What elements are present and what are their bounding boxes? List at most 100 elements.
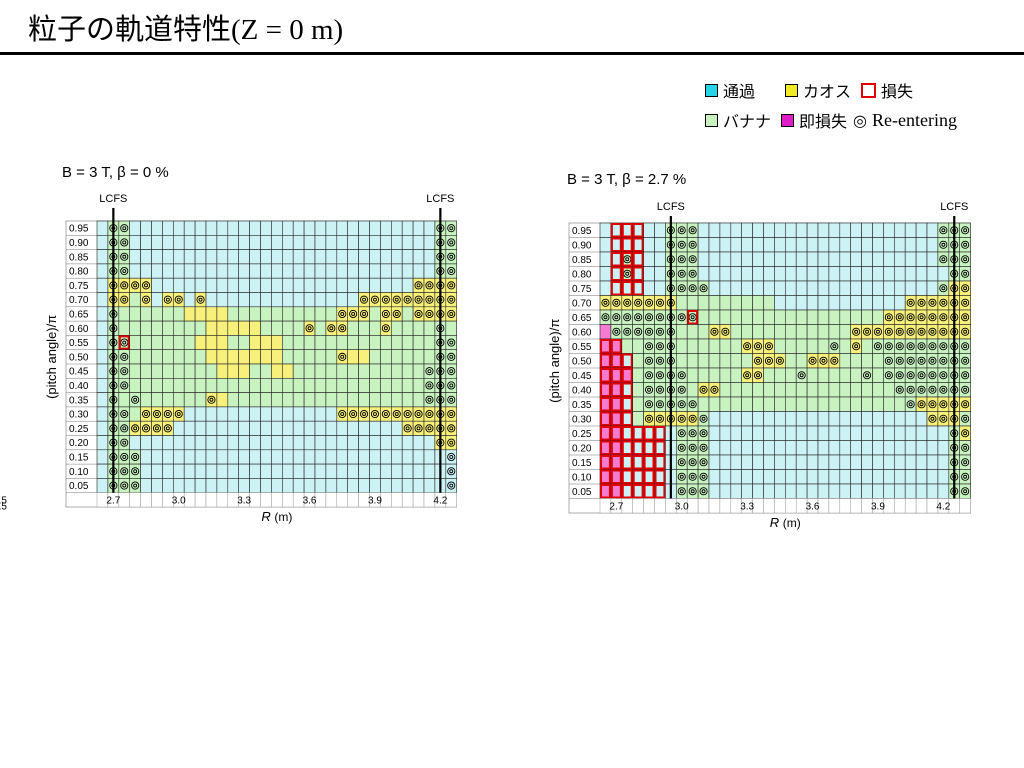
- orbit-cell: [654, 222, 666, 238]
- orbit-cell: [861, 309, 873, 325]
- reentering-marker-inner: [133, 426, 138, 431]
- reentering-marker: [677, 371, 686, 380]
- reentering-marker: [655, 298, 665, 307]
- loss-marker: [654, 455, 666, 470]
- orbit-cell: [741, 295, 753, 311]
- orbit-cell: [828, 280, 841, 296]
- reentering-marker: [425, 409, 434, 419]
- orbit-cell: [774, 266, 786, 282]
- reentering-marker-inner: [133, 455, 138, 459]
- reentering-marker-inner: [154, 426, 159, 431]
- reentering-marker-inner: [176, 297, 181, 302]
- orbit-cell: [741, 454, 753, 470]
- reentering-marker: [447, 481, 456, 490]
- orbit-cell: [883, 425, 895, 441]
- legend-swatch-banana: [705, 113, 718, 127]
- reentering-marker: [939, 255, 948, 264]
- orbit-cell: [774, 295, 786, 311]
- orbit-cell: [861, 222, 873, 238]
- reentering-marker-inner: [930, 329, 935, 334]
- orbit-cell: [774, 411, 786, 427]
- reentering-marker-inner: [701, 460, 706, 465]
- reentering-marker-inner: [122, 455, 127, 459]
- loss-marker: [600, 469, 611, 484]
- orbit-cell: [752, 396, 764, 412]
- orbit-cell: [730, 353, 742, 369]
- orbit-cell: [741, 309, 753, 325]
- orbit-cell: [774, 367, 786, 383]
- y-tick-label: 0.50: [572, 356, 592, 367]
- reentering-marker: [370, 295, 380, 304]
- loss-marker: [632, 469, 644, 484]
- orbit-cell: [697, 237, 710, 253]
- orbit-cell: [752, 440, 764, 456]
- reentering-marker-inner: [144, 283, 149, 288]
- orbit-cell: [654, 251, 666, 267]
- reentering-marker-inner: [767, 358, 771, 363]
- reentering-marker-inner: [122, 483, 127, 488]
- reentering-marker: [447, 281, 456, 290]
- orbit-cell: [752, 280, 764, 296]
- reentering-marker-inner: [154, 412, 159, 416]
- loss-marker: [610, 484, 622, 499]
- reentering-marker-inner: [941, 402, 946, 407]
- reentering-marker: [961, 472, 970, 481]
- reentering-marker: [710, 385, 719, 394]
- reentering-marker-inner: [908, 387, 913, 392]
- reentering-marker-inner: [941, 344, 946, 349]
- orbit-cell: [817, 382, 830, 398]
- legend-row-1: 通過 カオス 損失: [705, 75, 967, 105]
- orbit-cell: [883, 382, 895, 398]
- orbit-cell: [828, 483, 841, 499]
- reentering-marker-inner: [133, 483, 138, 488]
- orbit-cell: [741, 411, 753, 427]
- orbit-cell: [817, 266, 830, 282]
- orbit-cell: [774, 222, 786, 238]
- reentering-marker: [961, 226, 970, 235]
- reentering-marker: [939, 284, 948, 293]
- orbit-cell: [795, 469, 808, 485]
- orbit-cell: [828, 309, 841, 325]
- reentering-marker: [895, 313, 904, 322]
- x-tick-cell: [915, 498, 928, 514]
- orbit-cell: [774, 454, 786, 470]
- orbit-cell: [806, 469, 819, 485]
- reentering-marker-inner: [449, 297, 454, 302]
- reentering-marker: [131, 467, 140, 476]
- orbit-cell: [828, 396, 841, 412]
- reentering-marker: [131, 452, 140, 462]
- reentering-marker: [961, 429, 970, 438]
- x-tick-cell: [785, 498, 797, 514]
- loss-marker: [600, 353, 611, 368]
- orbit-cell: [697, 338, 710, 354]
- orbit-cell: [893, 440, 906, 456]
- reentering-marker-inner: [416, 283, 421, 288]
- reentering-marker-inner: [941, 228, 946, 233]
- x-tick-cell: [697, 498, 710, 514]
- orbit-cell: [708, 280, 721, 296]
- reentering-marker-inner: [362, 312, 366, 316]
- loss-marker: [687, 310, 699, 325]
- x-tick-cell: [894, 498, 906, 514]
- x-tick-label: 3.9: [368, 496, 382, 507]
- orbit-cell: [817, 338, 830, 354]
- legend-row-2: バナナ 即損失 ◎ Re-entering: [705, 105, 967, 135]
- reentering-marker: [634, 313, 643, 322]
- orbit-cell: [883, 222, 895, 238]
- orbit-cell: [697, 309, 710, 325]
- orbit-cell: [839, 222, 851, 238]
- orbit-cell: [741, 469, 753, 485]
- reentering-marker: [655, 371, 665, 380]
- reentering-marker-inner: [449, 397, 454, 402]
- reentering-marker-inner: [963, 242, 968, 247]
- reentering-marker: [808, 356, 817, 365]
- orbit-cell: [654, 237, 666, 253]
- reentering-marker: [120, 252, 129, 261]
- x-tick-cell: [817, 498, 830, 514]
- loss-marker: [610, 339, 622, 354]
- legend-label-reentering: Re-entering: [872, 109, 957, 130]
- orbit-cell: [828, 237, 841, 253]
- orbit-cell: [904, 251, 917, 267]
- reentering-marker: [655, 385, 665, 394]
- orbit-cell: [686, 338, 699, 354]
